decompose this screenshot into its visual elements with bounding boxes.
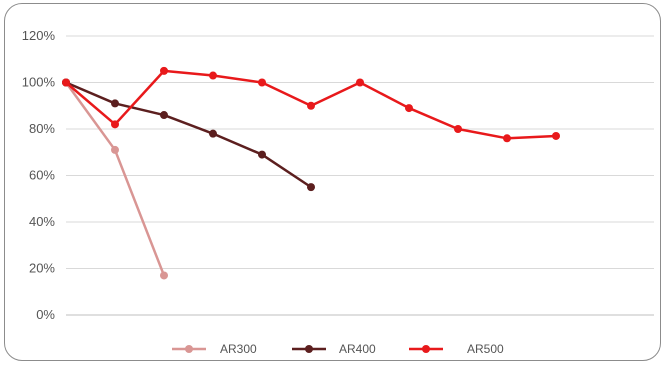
y-tick-label: 20% xyxy=(29,261,55,276)
legend-marker-ar300 xyxy=(185,345,193,353)
data-point-ar500 xyxy=(307,101,315,110)
data-point-ar500 xyxy=(258,78,266,87)
y-tick-label: 80% xyxy=(29,121,55,136)
data-point-ar500 xyxy=(209,71,217,80)
data-point-ar500 xyxy=(111,120,119,129)
y-tick-label: 40% xyxy=(29,214,55,229)
series-ar400 xyxy=(62,78,315,192)
data-point-ar400 xyxy=(209,129,217,138)
y-axis-labels: 0% 20% 40% 60% 80% 100% 120% xyxy=(22,28,56,322)
data-point-ar300 xyxy=(160,271,168,280)
data-point-ar500 xyxy=(454,125,462,133)
data-point-ar500 xyxy=(405,104,413,113)
y-tick-label: 120% xyxy=(22,28,56,43)
y-tick-label: 0% xyxy=(36,307,55,322)
data-point-ar400 xyxy=(307,183,315,192)
legend: AR300 AR400 AR500 xyxy=(172,342,504,356)
legend-label-ar300: AR300 xyxy=(220,342,257,356)
chart-frame xyxy=(4,3,661,361)
data-point-ar400 xyxy=(111,99,119,108)
legend-marker-ar500 xyxy=(422,345,430,353)
y-tick-label: 60% xyxy=(29,168,55,183)
data-point-ar400 xyxy=(160,111,168,120)
gridlines xyxy=(66,35,654,316)
data-point-ar500 xyxy=(552,131,560,140)
data-point-ar500 xyxy=(62,78,70,87)
legend-marker-ar400 xyxy=(305,345,313,353)
legend-label-ar400: AR400 xyxy=(339,342,376,356)
data-point-ar400 xyxy=(258,150,266,159)
series-ar500 xyxy=(62,66,560,143)
legend-item-ar400: AR400 xyxy=(292,342,376,356)
data-point-ar500 xyxy=(356,78,364,87)
legend-item-ar300: AR300 xyxy=(172,342,257,356)
series-ar300 xyxy=(62,78,168,280)
series-line-ar400 xyxy=(64,81,313,189)
data-point-ar300 xyxy=(111,145,119,154)
series-lines xyxy=(62,66,560,280)
legend-item-ar500: AR500 xyxy=(409,342,504,356)
y-tick-label: 100% xyxy=(22,75,56,90)
data-point-ar500 xyxy=(503,134,511,143)
data-point-ar500 xyxy=(160,66,168,75)
legend-label-ar500: AR500 xyxy=(467,342,504,356)
